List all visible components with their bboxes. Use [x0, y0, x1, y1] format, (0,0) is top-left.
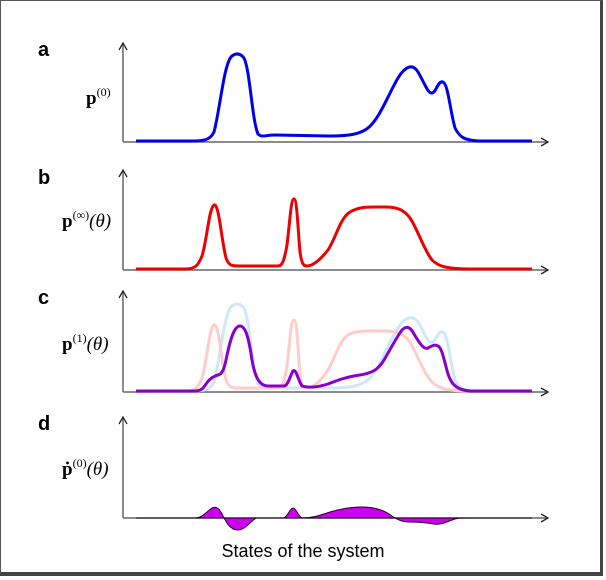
- y-axis-arrow-a: [118, 41, 128, 51]
- x-axis-arrow-c: [540, 387, 550, 397]
- curve-pdot-fill: [136, 506, 532, 531]
- ylabel-d: ṗ(0)(θ): [62, 456, 109, 480]
- curve-pinf-faded: [136, 318, 532, 393]
- y-axis-arrow-d: [118, 415, 128, 425]
- x-axis-arrow-b: [540, 265, 550, 275]
- curve-pinf: [136, 197, 532, 271]
- panel-b: b p(∞)(θ): [38, 167, 550, 275]
- ylabel-b: p(∞)(θ): [62, 208, 111, 232]
- panel-letter-d: d: [38, 413, 50, 435]
- x-axis-arrow-d: [540, 513, 550, 523]
- panel-letter-b: b: [38, 167, 50, 189]
- x-axis-label: States of the system: [221, 541, 384, 561]
- panel-d: d ṗ(0)(θ): [38, 413, 550, 531]
- curve-p1: [136, 324, 532, 393]
- x-axis-arrow-a: [540, 137, 550, 147]
- panel-a: a p(0): [38, 39, 550, 147]
- y-axis-arrow-c: [118, 289, 128, 299]
- curve-p0: [136, 52, 532, 143]
- curve-p0-faded: [136, 302, 532, 393]
- ylabel-c: p(1)(θ): [62, 331, 109, 355]
- panel-c: c p(1)(θ): [38, 287, 550, 397]
- panel-letter-c: c: [38, 287, 49, 309]
- y-axis-arrow-b: [118, 168, 128, 178]
- panel-letter-a: a: [38, 39, 50, 61]
- ylabel-a: p(0): [86, 85, 111, 109]
